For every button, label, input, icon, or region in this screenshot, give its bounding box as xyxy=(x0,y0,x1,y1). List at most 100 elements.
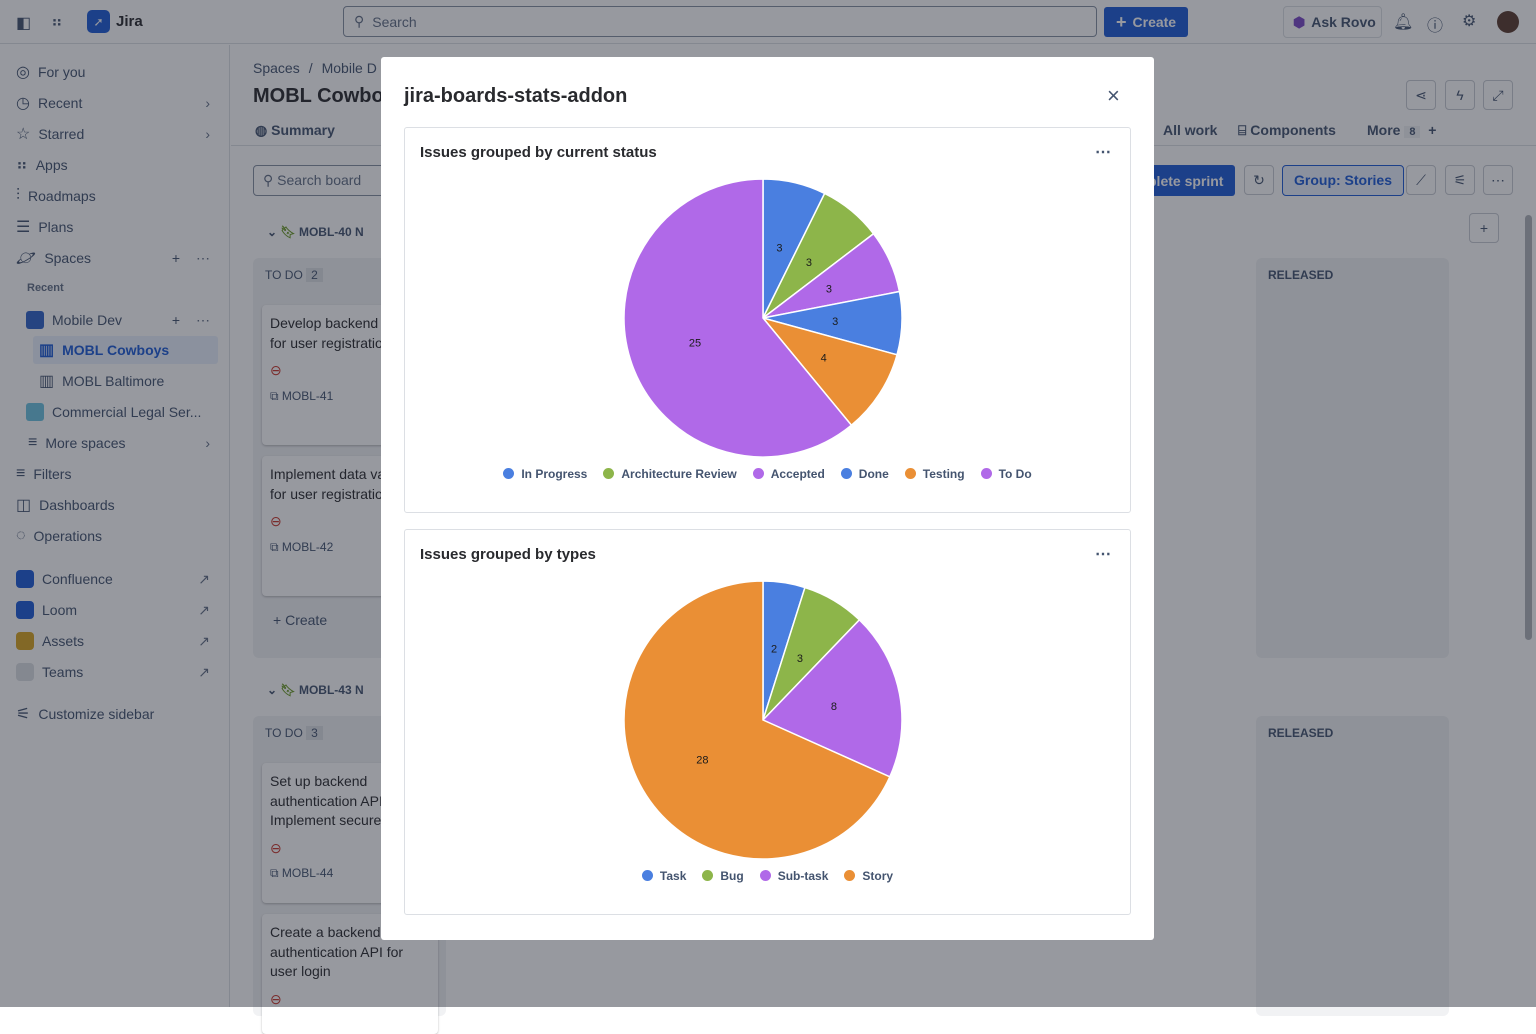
tab-more[interactable]: More 8 + xyxy=(1367,122,1437,138)
create-button[interactable]: + Create xyxy=(1104,7,1189,37)
legend-item[interactable]: Done xyxy=(840,467,889,481)
app-switcher-icon[interactable]: ⠶ xyxy=(51,14,63,31)
jira-logo-icon[interactable]: ➚ xyxy=(87,10,110,33)
sidebar-item-dashboards[interactable]: ◫ Dashboards xyxy=(16,491,220,519)
sidebar-item-operations[interactable]: ◌ Operations xyxy=(16,522,220,550)
pie-data-label: 8 xyxy=(831,701,837,713)
sidebar-item-assets[interactable]: Assets ↗ xyxy=(16,627,220,655)
breadcrumb-spaces[interactable]: Spaces xyxy=(253,60,300,76)
sidebar-item-roadmaps[interactable]: ⫶ Roadmaps xyxy=(16,182,220,210)
create-issue-button[interactable]: + Create xyxy=(273,612,328,628)
view-settings-icon[interactable]: ⚟ xyxy=(1445,165,1475,195)
search-icon: ⚲ xyxy=(354,13,365,29)
list-icon: ≡ xyxy=(28,434,38,451)
group-header[interactable]: ⌄ 🔖︎ MOBL-40 N xyxy=(267,225,364,239)
tab-all-work[interactable]: All work xyxy=(1163,122,1218,138)
legend-item[interactable]: Accepted xyxy=(752,467,825,481)
legend-item[interactable]: Architecture Review xyxy=(603,467,737,481)
legend-item[interactable]: To Do xyxy=(980,467,1032,481)
sidebar-item-plans[interactable]: ☰ Plans xyxy=(16,213,220,241)
legend-item[interactable]: Testing xyxy=(904,467,965,481)
ask-rovo-button[interactable]: ⬢ Ask Rovo xyxy=(1283,6,1382,38)
gear-icon[interactable]: ⚙ xyxy=(1462,13,1477,30)
sidebar-item-loom[interactable]: Loom ↗ xyxy=(16,596,220,624)
types-chart-panel: Issues grouped by types ⋯ 2 3 8 28 Task Bug S… xyxy=(404,529,1131,915)
legend-item[interactable]: Sub-task xyxy=(759,869,828,883)
sidebar-item-teams[interactable]: Teams ↗ xyxy=(16,658,220,686)
pie-slice-to-do[interactable] xyxy=(623,178,853,458)
share-icon[interactable]: ⋖ xyxy=(1406,80,1436,110)
close-icon[interactable]: × xyxy=(1107,83,1120,108)
sidebar-item-spaces[interactable]: 🪐︎ Spaces + ⋯ xyxy=(16,244,220,272)
chevron-right-icon: › xyxy=(205,126,210,142)
sidebar-item-commercial-legal[interactable]: Commercial Legal Ser... xyxy=(26,398,220,426)
breadcrumb-mobile-dev[interactable]: Mobile D xyxy=(321,60,377,76)
insights-icon[interactable]: ⟋ xyxy=(1406,165,1436,195)
more-icon[interactable]: ⋯ xyxy=(1095,546,1112,563)
legend-label: Task xyxy=(659,869,687,883)
scrollbar[interactable] xyxy=(1525,215,1532,640)
more-icon[interactable]: ⋯ xyxy=(196,249,210,266)
sidebar-item-customize[interactable]: ⚟ Customize sidebar xyxy=(16,700,220,728)
more-icon[interactable]: ⋯ xyxy=(1095,144,1112,161)
user-circle-icon: ◎ xyxy=(16,64,30,81)
expand-icon[interactable]: ⤢ xyxy=(1483,80,1513,110)
column-title: TO DO xyxy=(265,726,303,740)
pie-data-label: 3 xyxy=(797,653,803,665)
legend-item[interactable]: In Progress xyxy=(503,467,587,481)
legend-dot-icon xyxy=(759,870,771,881)
tab-components[interactable]: ⌸ Components xyxy=(1238,122,1336,138)
sidebar-item-recent[interactable]: ◷ Recent › xyxy=(16,89,220,117)
group-stories-button[interactable]: Group: Stories xyxy=(1282,165,1405,196)
pie-slice-story[interactable] xyxy=(623,580,891,860)
sidebar-item-more-spaces[interactable]: ≡ More spaces › xyxy=(28,429,220,457)
bell-icon[interactable]: 🔔︎ xyxy=(1393,14,1414,31)
legend-label: Testing xyxy=(922,467,965,481)
legend-item[interactable]: Story xyxy=(844,869,893,883)
plus-icon[interactable]: + xyxy=(171,312,180,328)
group-title: N xyxy=(354,225,364,239)
plus-icon[interactable]: + xyxy=(171,250,180,266)
sidebar-item-mobl-baltimore[interactable]: ▥ MOBL Baltimore xyxy=(39,367,219,395)
legend-dot-icon xyxy=(641,870,653,881)
sidebar-item-apps[interactable]: ⠶ Apps xyxy=(16,151,220,179)
more-icon[interactable]: ⋯ xyxy=(1483,165,1513,195)
sidebar-item-confluence[interactable]: Confluence ↗ xyxy=(16,565,220,593)
group-header[interactable]: ⌄ 🔖︎ MOBL-43 N xyxy=(267,683,364,697)
avatar[interactable] xyxy=(1497,11,1519,33)
legend-dot-icon xyxy=(702,870,714,881)
tab-summary[interactable]: ◍ Summary xyxy=(255,122,335,138)
pie-slice-sub-task[interactable] xyxy=(761,618,903,778)
status-chart-panel: Issues grouped by current status ⋯ 3 3 3 3 4… xyxy=(404,127,1131,513)
legend-item[interactable]: Bug xyxy=(702,869,744,883)
sidebar-item-starred[interactable]: ☆ Starred › xyxy=(16,120,220,148)
lightning-icon[interactable]: ϟ xyxy=(1445,80,1475,110)
star-icon: ☆ xyxy=(16,126,31,143)
space-icon xyxy=(26,403,44,421)
sidebar-item-filters[interactable]: ≡ Filters xyxy=(16,460,220,488)
sidebar-toggle-icon[interactable]: ◧ xyxy=(16,15,32,32)
card-title: Set up backend authentication API Implem… xyxy=(270,773,383,828)
pie-slice-testing[interactable] xyxy=(760,316,898,427)
sidebar-item-mobl-cowboys[interactable]: ▥ MOBL Cowboys xyxy=(33,336,218,364)
refresh-icon[interactable]: ↻ xyxy=(1244,165,1274,195)
search-placeholder: Search xyxy=(372,13,417,30)
sidebar-item-mobile-dev[interactable]: Mobile Dev + ⋯ xyxy=(26,306,220,334)
pie-data-label: 4 xyxy=(821,352,827,364)
legend-label: Architecture Review xyxy=(621,467,737,481)
app-name[interactable]: Jira xyxy=(116,13,143,30)
apps-icon: ⠶ xyxy=(16,157,28,174)
sliders-icon: ⚟ xyxy=(16,706,31,723)
more-icon[interactable]: ⋯ xyxy=(196,311,210,328)
sidebar-item-for-you[interactable]: ◎ For you xyxy=(16,58,220,86)
external-link-icon: ↗ xyxy=(198,663,210,680)
label: Summary xyxy=(271,122,335,138)
search-board-input[interactable]: ⚲ Search board xyxy=(253,165,403,196)
legend-item[interactable]: Task xyxy=(641,869,687,883)
search-input[interactable]: ⚲ Search xyxy=(343,6,1097,37)
label: Teams xyxy=(42,664,84,680)
external-link-icon: ↗ xyxy=(198,632,210,649)
add-column-icon[interactable]: + xyxy=(1469,213,1499,243)
board-icon: ▥ xyxy=(39,342,55,359)
help-icon[interactable]: ⓘ xyxy=(1427,18,1444,35)
